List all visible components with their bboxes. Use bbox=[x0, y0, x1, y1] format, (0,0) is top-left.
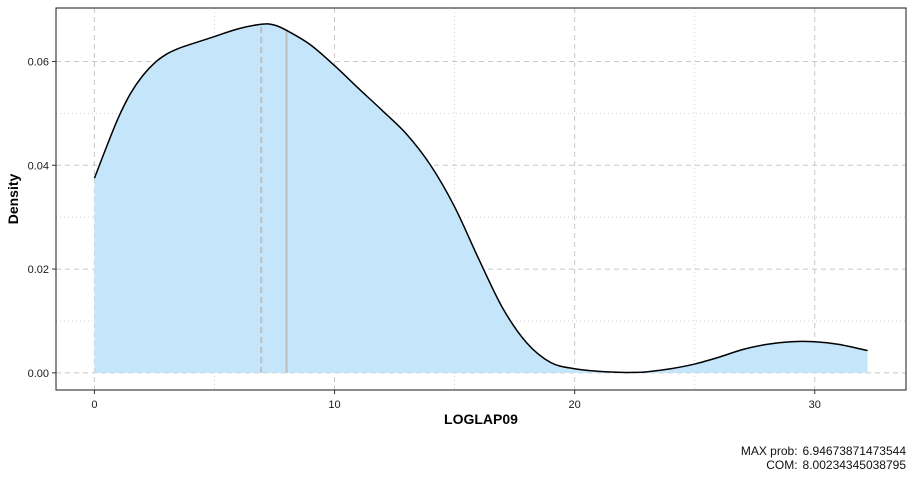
x-tick-label-3: 30 bbox=[809, 399, 821, 411]
density-curve bbox=[93, 23, 868, 374]
x-tick-label-2: 20 bbox=[569, 399, 581, 411]
y-tick-label-0: 0.00 bbox=[28, 368, 49, 380]
x-axis-title: LOGLAP09 bbox=[444, 411, 518, 427]
caption-com-label: COM: bbox=[766, 457, 798, 472]
y-tick-label-3: 0.06 bbox=[28, 56, 49, 68]
caption-max-prob-label: MAX prob: bbox=[740, 444, 798, 458]
caption-max-prob-value: 6.94673871473544 bbox=[802, 444, 906, 458]
x-tick-label-1: 10 bbox=[328, 399, 340, 411]
caption-com-value: 8.00234345038795 bbox=[802, 457, 906, 472]
y-tick-label-2: 0.04 bbox=[28, 160, 49, 172]
caption-max-prob: MAX prob: 6.94673871473544 bbox=[740, 444, 906, 459]
plot-panel-border bbox=[55, 7, 907, 391]
reference-lines bbox=[260, 24, 288, 373]
density-fill bbox=[94, 23, 868, 373]
y-tick-label-1: 0.02 bbox=[28, 264, 49, 276]
x-tick-label-0: 0 bbox=[91, 399, 97, 411]
y-axis-title: Density bbox=[5, 174, 21, 225]
density-area bbox=[94, 23, 868, 373]
density-line bbox=[93, 23, 868, 374]
caption-com: COM: 8.00234345038795 bbox=[741, 457, 906, 473]
axes: 0 10 20 30 0.00 0.02 0.04 0.06 bbox=[28, 56, 821, 411]
caption: MAX prob: 6.94673871473544 COM: 8.00234345… bbox=[740, 444, 906, 473]
